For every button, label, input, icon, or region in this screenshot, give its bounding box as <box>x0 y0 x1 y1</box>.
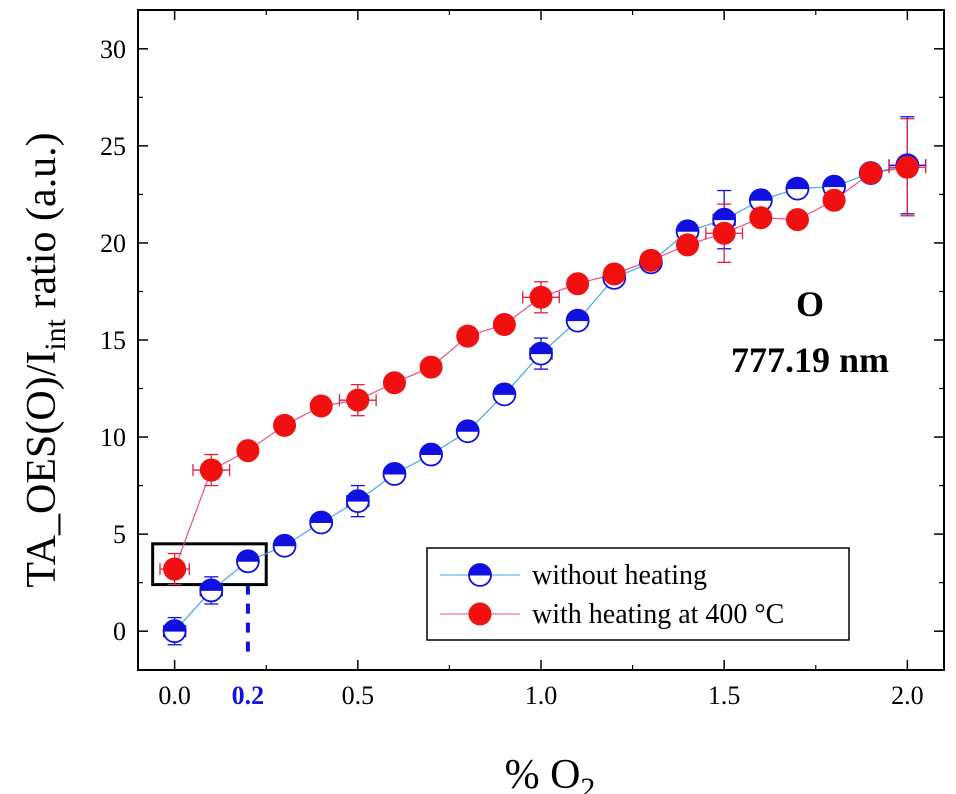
data-point-without-heating-fill <box>382 462 406 475</box>
y-tick-label: 20 <box>100 229 126 258</box>
data-point-with-heating <box>602 262 626 286</box>
data-point-without-heating-fill <box>236 549 260 562</box>
data-point-with-heating <box>639 248 663 272</box>
data-point-with-heating <box>163 557 187 581</box>
data-point-with-heating <box>822 188 846 212</box>
data-point-without-heating-fill <box>419 443 443 456</box>
highlight-tick-label: 0.2 <box>232 681 265 710</box>
data-point-with-heating <box>566 272 590 296</box>
data-point-with-heating <box>749 206 773 230</box>
data-point-with-heating <box>676 233 700 257</box>
y-tick-label: 10 <box>100 423 126 452</box>
data-point-without-heating-fill <box>346 489 370 502</box>
data-point-without-heating-fill <box>676 219 700 232</box>
data-point-without-heating-fill <box>309 511 333 523</box>
y-tick-label: 25 <box>100 132 126 161</box>
legend-symbol-with-heating <box>468 602 492 626</box>
data-point-without-heating-fill <box>273 534 297 547</box>
x-tick-label: 0.0 <box>158 681 191 710</box>
x-axis-title-subscript: 2 <box>580 772 595 794</box>
y-axis-title-subscript: int <box>39 318 72 350</box>
data-point-without-heating-fill <box>822 175 846 188</box>
x-tick-label: 1.0 <box>525 681 558 710</box>
data-point-without-heating-fill <box>785 177 809 190</box>
y-tick-label: 15 <box>100 326 126 355</box>
y-tick-label: 5 <box>113 520 126 549</box>
data-point-with-heating <box>785 208 809 232</box>
x-axis-title: % O2 <box>505 752 596 794</box>
x-tick-label: 2.0 <box>891 681 924 710</box>
data-point-without-heating-fill <box>749 188 773 201</box>
data-point-with-heating <box>895 155 919 179</box>
data-point-with-heating <box>529 285 553 309</box>
legend-marker-with-heating <box>468 602 492 626</box>
data-point-without-heating-fill <box>456 419 480 432</box>
annotation-wavelength: 777.19 nm <box>731 340 889 380</box>
data-point-with-heating <box>346 388 370 412</box>
annotation-element: O <box>796 284 824 324</box>
y-tick-label: 30 <box>100 35 126 64</box>
data-point-with-heating <box>456 324 480 348</box>
data-point-without-heating-fill <box>163 619 187 632</box>
legend-marker-without-heating <box>468 563 492 587</box>
legend-label-without-heating: without heating <box>532 560 707 591</box>
data-point-with-heating <box>419 355 443 379</box>
y-axis-title-text: TA_OES(O)/I <box>19 351 65 588</box>
data-point-with-heating <box>309 394 333 418</box>
legend-label-with-heating: with heating at 400 °C <box>532 599 784 630</box>
data-point-without-heating-fill <box>566 309 590 322</box>
data-point-with-heating <box>382 371 406 395</box>
data-point-without-heating-fill <box>712 208 736 221</box>
y-axis-title-tail: ratio (a.u.) <box>19 132 65 319</box>
y-axis-title: TA_OES(O)/Iint ratio (a.u.) <box>19 132 72 587</box>
legend-frame <box>426 547 850 641</box>
data-point-with-heating <box>199 458 223 482</box>
x-tick-label: 0.5 <box>342 681 375 710</box>
data-point-with-heating <box>236 439 260 463</box>
data-point-with-heating <box>492 312 516 336</box>
legend-symbol-without-heating-fill <box>468 563 492 576</box>
data-point-without-heating-fill <box>492 382 516 395</box>
x-axis-title-text: % O <box>505 752 581 794</box>
x-tick-label: 1.5 <box>708 681 741 710</box>
data-point-without-heating-fill <box>199 578 223 591</box>
data-point-with-heating <box>859 161 883 185</box>
data-point-with-heating <box>273 413 297 437</box>
y-tick-label: 0 <box>113 617 126 646</box>
data-point-with-heating <box>712 221 736 245</box>
legend: without heating with heating at 400 °C <box>426 547 850 641</box>
data-point-without-heating-fill <box>529 342 553 355</box>
plot-layer: 0.0 0.5 1.0 1.5 2.0 0 5 10 15 20 25 30 <box>100 9 945 710</box>
